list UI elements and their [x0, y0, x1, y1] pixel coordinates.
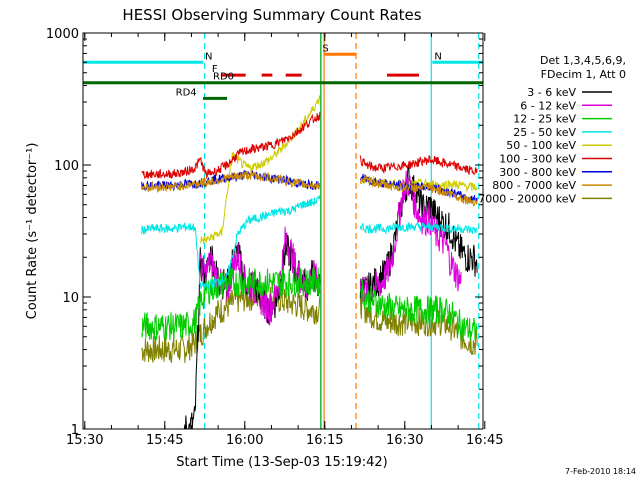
x-tick-label: 15:30	[66, 433, 103, 448]
y-tick-label: 1	[71, 423, 79, 438]
legend-label: 3 - 6 keV	[527, 86, 576, 99]
flag-label: S	[322, 43, 328, 54]
legend: Det 1,3,4,5,6,9, FDecim 1, Att 0 3 - 6 k…	[478, 54, 626, 205]
y-tick-label: 100	[54, 159, 79, 174]
legend-label: 7000 - 20000 keV	[478, 192, 576, 205]
series-line	[359, 175, 478, 207]
series-line	[359, 279, 478, 342]
flag-label: F	[212, 64, 218, 75]
legend-label: 300 - 800 keV	[499, 166, 576, 179]
x-tick-label: 16:30	[386, 433, 423, 448]
y-axis-label: Count Rate (s⁻¹ detector⁻¹)	[25, 143, 40, 320]
series-800-7000-kev	[141, 170, 478, 207]
legend-label: 50 - 100 keV	[506, 139, 576, 152]
x-tick-label: 16:00	[226, 433, 263, 448]
x-tick-label: 16:45	[466, 433, 503, 448]
x-axis-label: Start Time (13-Sep-03 15:19:42)	[176, 455, 387, 470]
series-line	[141, 111, 321, 180]
series-line	[359, 154, 478, 175]
series-line	[200, 95, 321, 245]
x-tick-label: 16:15	[306, 433, 343, 448]
legend-label: 100 - 300 keV	[499, 153, 576, 166]
series-line	[141, 170, 321, 193]
flag-label: N	[434, 51, 441, 62]
flag-label: N	[205, 51, 212, 62]
flag-label: RD0	[213, 72, 234, 83]
y-tick-label: 10	[62, 291, 79, 306]
plot-frame	[82, 32, 484, 430]
legend-label: 25 - 50 keV	[513, 126, 576, 139]
legend-header-line-2: FDecim 1, Att 0	[541, 68, 626, 81]
series-line	[359, 221, 478, 236]
y-tick-label: 1000	[46, 27, 79, 42]
footer-date: 7-Feb-2010 18:14	[565, 467, 636, 476]
series-25-50-kev	[141, 195, 478, 292]
series-12-25-kev	[141, 266, 478, 342]
legend-label: 12 - 25 keV	[513, 113, 576, 126]
flag-label: RD4	[176, 87, 197, 98]
series-line	[141, 195, 321, 292]
series-100-300-kev	[141, 111, 478, 180]
legend-label: 800 - 7000 keV	[492, 179, 576, 192]
legend-label: 6 - 12 keV	[520, 99, 576, 112]
series-line	[141, 266, 321, 341]
chart-title: HESSI Observing Summary Count Rates	[122, 6, 421, 24]
series-line	[141, 283, 321, 364]
legend-header-line-1: Det 1,3,4,5,6,9,	[540, 54, 626, 67]
x-tick-label: 15:45	[146, 433, 183, 448]
